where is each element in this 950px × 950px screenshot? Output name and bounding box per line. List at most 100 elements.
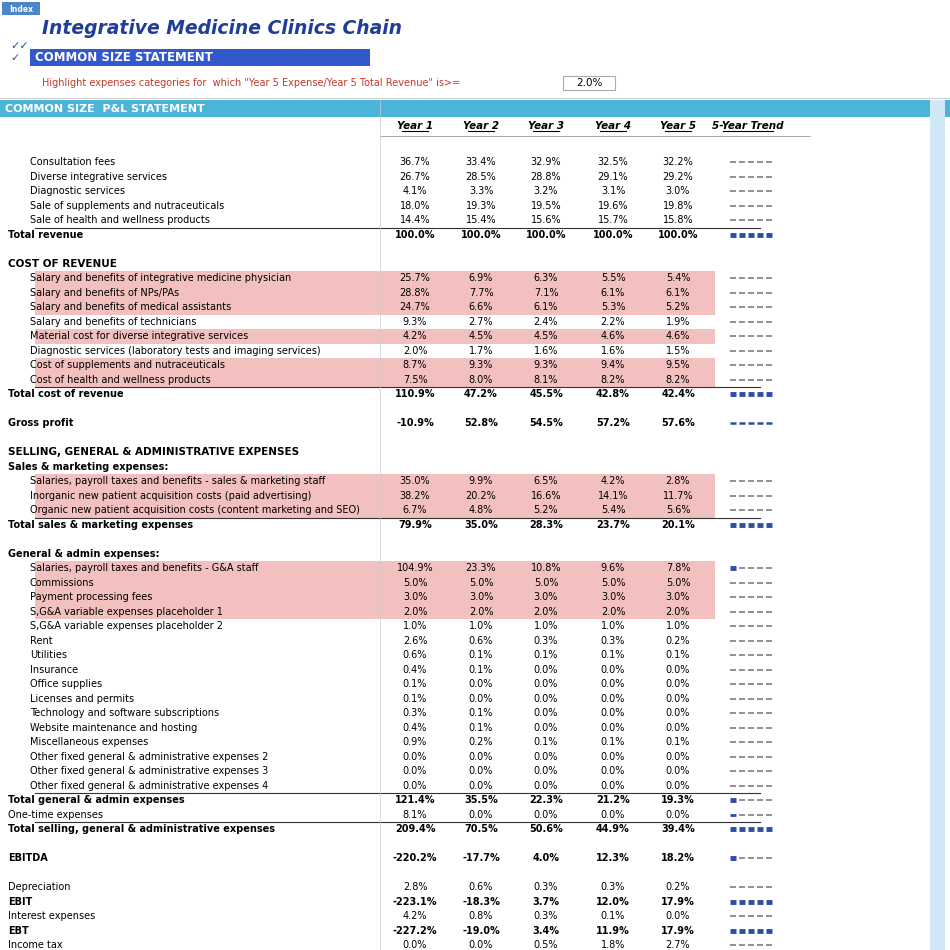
Text: 1.7%: 1.7% xyxy=(468,346,493,355)
Text: 0.0%: 0.0% xyxy=(600,665,625,674)
Text: 3.0%: 3.0% xyxy=(600,592,625,602)
Text: 2.6%: 2.6% xyxy=(403,636,428,646)
Text: 15.4%: 15.4% xyxy=(466,216,496,225)
Text: 4.1%: 4.1% xyxy=(403,186,428,197)
Bar xyxy=(35,474,715,488)
Text: COMMON SIZE STATEMENT: COMMON SIZE STATEMENT xyxy=(35,51,213,64)
Bar xyxy=(0,100,950,117)
Text: 110.9%: 110.9% xyxy=(395,390,435,399)
Text: 24.7%: 24.7% xyxy=(400,302,430,313)
Text: 5.0%: 5.0% xyxy=(600,578,625,588)
Text: 4.8%: 4.8% xyxy=(468,505,493,515)
Text: 104.9%: 104.9% xyxy=(397,563,433,573)
Text: Sale of supplements and nutraceuticals: Sale of supplements and nutraceuticals xyxy=(30,200,224,211)
Text: 0.1%: 0.1% xyxy=(468,650,493,660)
Text: Index: Index xyxy=(9,5,33,13)
Text: 14.1%: 14.1% xyxy=(598,491,628,501)
Text: 0.0%: 0.0% xyxy=(600,723,625,732)
Bar xyxy=(35,271,715,286)
Text: 15.7%: 15.7% xyxy=(598,216,628,225)
Text: 0.1%: 0.1% xyxy=(403,679,428,690)
Text: 5.0%: 5.0% xyxy=(666,578,691,588)
Text: 0.0%: 0.0% xyxy=(534,709,559,718)
Text: 0.0%: 0.0% xyxy=(666,911,691,922)
Text: 36.7%: 36.7% xyxy=(400,158,430,167)
Text: 6.6%: 6.6% xyxy=(468,302,493,313)
Text: 70.5%: 70.5% xyxy=(465,825,498,834)
Text: Miscellaneous expenses: Miscellaneous expenses xyxy=(30,737,148,748)
Text: 2.7%: 2.7% xyxy=(666,940,691,950)
Text: 1.0%: 1.0% xyxy=(403,621,428,631)
Text: 54.5%: 54.5% xyxy=(529,418,562,428)
Text: 0.0%: 0.0% xyxy=(666,694,691,704)
Text: 5.6%: 5.6% xyxy=(666,505,691,515)
Text: 0.0%: 0.0% xyxy=(534,665,559,674)
Text: 0.0%: 0.0% xyxy=(534,679,559,690)
Text: One-time expenses: One-time expenses xyxy=(8,809,103,820)
Text: 9.9%: 9.9% xyxy=(468,476,493,486)
Text: Year 2: Year 2 xyxy=(463,121,499,131)
Text: Highlight expenses categories for  which "Year 5 Expense/Year 5 Total Revenue" i: Highlight expenses categories for which … xyxy=(42,78,460,88)
Bar xyxy=(35,372,715,387)
Text: 1.8%: 1.8% xyxy=(600,940,625,950)
Text: 9.3%: 9.3% xyxy=(403,316,428,327)
Text: 0.0%: 0.0% xyxy=(468,809,493,820)
Text: 79.9%: 79.9% xyxy=(398,520,432,530)
Text: 100.0%: 100.0% xyxy=(657,230,698,239)
Text: 57.2%: 57.2% xyxy=(597,418,630,428)
Text: 0.0%: 0.0% xyxy=(666,809,691,820)
Text: 0.1%: 0.1% xyxy=(666,650,691,660)
Text: 1.0%: 1.0% xyxy=(468,621,493,631)
Text: 0.0%: 0.0% xyxy=(600,781,625,790)
Text: 1.0%: 1.0% xyxy=(600,621,625,631)
Text: 11.9%: 11.9% xyxy=(597,925,630,936)
Text: 3.2%: 3.2% xyxy=(534,186,559,197)
Text: 35.0%: 35.0% xyxy=(400,476,430,486)
Text: 9.5%: 9.5% xyxy=(666,360,691,370)
Text: 20.1%: 20.1% xyxy=(661,520,694,530)
Text: 0.0%: 0.0% xyxy=(666,679,691,690)
Text: ✓✓: ✓✓ xyxy=(10,41,28,51)
Text: Sale of health and wellness products: Sale of health and wellness products xyxy=(30,216,210,225)
Text: Total general & admin expenses: Total general & admin expenses xyxy=(8,795,184,806)
Text: 0.0%: 0.0% xyxy=(403,751,428,762)
Text: 0.3%: 0.3% xyxy=(600,636,625,646)
Text: Total revenue: Total revenue xyxy=(8,230,84,239)
Text: 23.7%: 23.7% xyxy=(597,520,630,530)
Bar xyxy=(35,329,715,344)
Text: 5.2%: 5.2% xyxy=(666,302,691,313)
Text: 4.2%: 4.2% xyxy=(600,476,625,486)
Text: 0.6%: 0.6% xyxy=(403,650,428,660)
Text: 35.0%: 35.0% xyxy=(465,520,498,530)
Text: COMMON SIZE  P&L STATEMENT: COMMON SIZE P&L STATEMENT xyxy=(5,104,205,113)
Text: 21.2%: 21.2% xyxy=(597,795,630,806)
Text: 100.0%: 100.0% xyxy=(593,230,634,239)
Text: 0.0%: 0.0% xyxy=(666,767,691,776)
Text: 8.2%: 8.2% xyxy=(600,374,625,385)
Text: 42.8%: 42.8% xyxy=(596,390,630,399)
Text: 0.0%: 0.0% xyxy=(468,751,493,762)
Text: 7.7%: 7.7% xyxy=(468,288,493,297)
Text: 0.3%: 0.3% xyxy=(534,911,559,922)
Text: -10.9%: -10.9% xyxy=(396,418,434,428)
Text: 28.8%: 28.8% xyxy=(400,288,430,297)
Text: Diagnostic services: Diagnostic services xyxy=(30,186,125,197)
Text: 0.6%: 0.6% xyxy=(468,636,493,646)
Text: 6.3%: 6.3% xyxy=(534,274,559,283)
Text: S,G&A variable expenses placeholder 1: S,G&A variable expenses placeholder 1 xyxy=(30,607,223,617)
Text: 0.0%: 0.0% xyxy=(403,781,428,790)
Text: 0.1%: 0.1% xyxy=(468,709,493,718)
Text: COST OF REVENUE: COST OF REVENUE xyxy=(8,258,117,269)
Text: Cost of supplements and nutraceuticals: Cost of supplements and nutraceuticals xyxy=(30,360,225,370)
Text: Rent: Rent xyxy=(30,636,52,646)
Text: Material cost for diverse integrative services: Material cost for diverse integrative se… xyxy=(30,332,248,341)
Text: Salary and benefits of technicians: Salary and benefits of technicians xyxy=(30,316,197,327)
Text: Gross profit: Gross profit xyxy=(8,418,73,428)
Text: 1.6%: 1.6% xyxy=(600,346,625,355)
Text: 3.0%: 3.0% xyxy=(468,592,493,602)
Text: 8.0%: 8.0% xyxy=(468,374,493,385)
Text: 0.0%: 0.0% xyxy=(468,694,493,704)
Text: 6.5%: 6.5% xyxy=(534,476,559,486)
Text: 2.8%: 2.8% xyxy=(403,883,428,892)
Text: 0.0%: 0.0% xyxy=(600,679,625,690)
